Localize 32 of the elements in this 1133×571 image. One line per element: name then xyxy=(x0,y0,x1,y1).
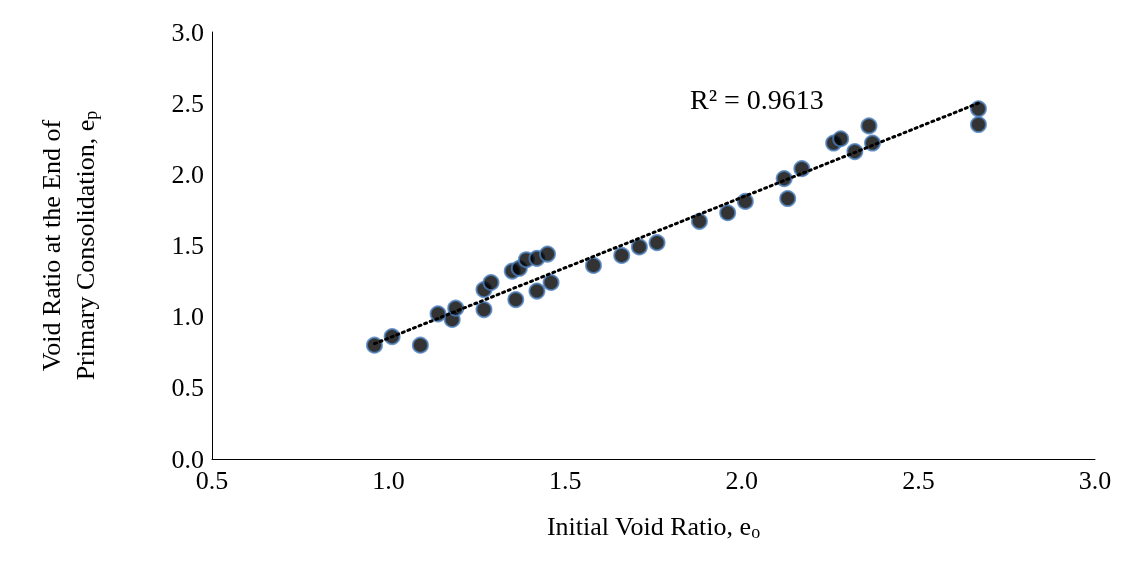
y-tick-label: 2.5 xyxy=(171,88,204,118)
point xyxy=(969,116,987,134)
point xyxy=(860,117,878,135)
point xyxy=(507,291,525,309)
point xyxy=(411,336,429,354)
point xyxy=(779,190,797,208)
point xyxy=(648,234,666,252)
point xyxy=(690,212,708,230)
x-tick-label: 1.0 xyxy=(372,465,405,495)
point xyxy=(584,256,602,274)
y-tick-label: 0.5 xyxy=(171,373,204,403)
x-tick-label: 3.0 xyxy=(1078,465,1112,495)
point xyxy=(365,336,383,354)
point xyxy=(528,282,546,300)
point xyxy=(542,274,560,291)
point xyxy=(630,238,648,256)
x-tick-label: 1.5 xyxy=(548,465,582,495)
annotation: R² = 0.9613 xyxy=(690,83,824,115)
point xyxy=(475,301,493,319)
point xyxy=(719,204,737,222)
y-tick-label: 3.0 xyxy=(171,17,204,47)
y-tick-label: 1.5 xyxy=(171,231,204,260)
point xyxy=(832,130,850,148)
x-tick-label: 2.0 xyxy=(725,465,759,495)
y-tick-label: 1.0 xyxy=(171,302,204,332)
point xyxy=(613,246,631,264)
y-axis-title: Void Ratio at the End of Primary Consolidation, ep xyxy=(36,110,101,381)
point xyxy=(482,274,500,291)
point xyxy=(736,192,754,210)
y-tick-label: 2.0 xyxy=(171,159,204,189)
x-tick-label: 2.5 xyxy=(902,465,935,495)
point xyxy=(539,245,557,263)
